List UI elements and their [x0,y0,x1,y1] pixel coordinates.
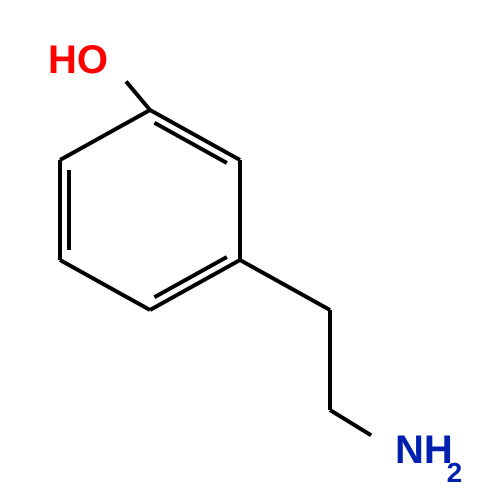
n-label: NH [395,428,453,472]
n-subscript: 2 [447,457,463,488]
o_h-label: HO [48,38,108,82]
molecule-diagram: HO NH2 [0,0,500,500]
